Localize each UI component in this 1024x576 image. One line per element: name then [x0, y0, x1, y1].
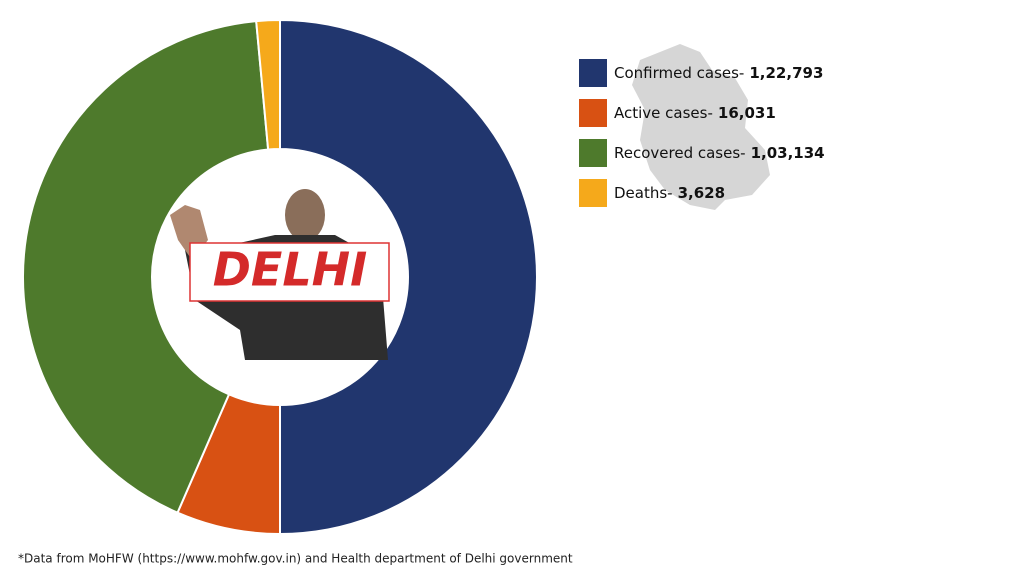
legend-value: 3,628	[678, 184, 725, 202]
legend-entry: Deaths- 3,628	[614, 184, 725, 202]
legend-label: Active cases-	[614, 104, 713, 122]
legend-value: 1,22,793	[749, 64, 823, 82]
legend-swatch	[579, 99, 607, 127]
legend-label: Recovered cases-	[614, 144, 746, 162]
legend-value: 1,03,134	[751, 144, 825, 162]
legend-label: Deaths-	[614, 184, 673, 202]
donut-slice	[255, 18, 281, 151]
legend-swatch	[579, 139, 607, 167]
legend-entry: Confirmed cases- 1,22,793	[614, 64, 823, 82]
legend-swatch	[579, 179, 607, 207]
legend-swatch	[579, 59, 607, 87]
donut	[22, 18, 538, 536]
legend-label: Confirmed cases-	[614, 64, 744, 82]
legend-entry: Active cases- 16,031	[614, 104, 776, 122]
donut-slice	[279, 18, 538, 536]
center-image: DELHI	[170, 189, 390, 360]
delhi-map	[632, 44, 770, 210]
legend: Confirmed cases- 1,22,793 Active cases- 16,…	[579, 59, 825, 207]
footnote: *Data from MoHFW (https://www.mohfw.gov.…	[18, 552, 573, 566]
legend-value: 16,031	[718, 104, 776, 122]
legend-entry: Recovered cases- 1,03,134	[614, 144, 825, 162]
face	[285, 189, 325, 241]
center-label-box	[189, 242, 390, 302]
center-label: DELHI	[213, 243, 368, 297]
donut-slice	[22, 20, 270, 515]
